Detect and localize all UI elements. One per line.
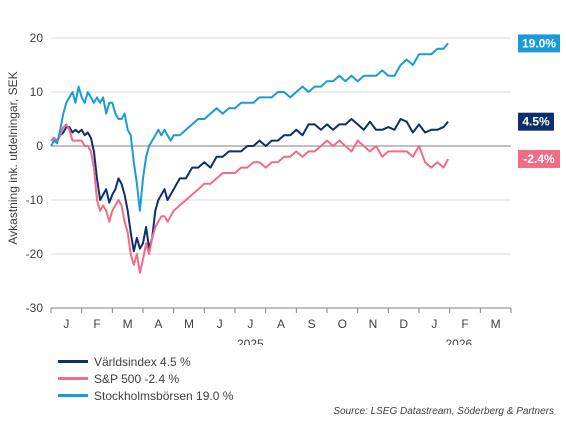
legend-swatch [58, 377, 88, 380]
legend-label: S&P 500 -2.4 % [94, 371, 180, 386]
x-tick-label: N [369, 317, 378, 331]
legend: Världsindex 4.5 % S&P 500 -2.4 % Stockho… [58, 353, 233, 404]
end-label-box [518, 149, 560, 168]
year-label: 2026 [446, 337, 473, 345]
end-label: -2.4% [523, 152, 555, 166]
legend-swatch [58, 360, 88, 363]
legend-label: Stockholmsbörsen 19.0 % [94, 388, 234, 403]
x-tick-label: M [491, 317, 501, 331]
x-tick-label: A [154, 317, 162, 331]
legend-item: S&P 500 -2.4 % [58, 370, 233, 387]
series-line [50, 118, 449, 253]
grid [51, 37, 511, 309]
y-tick-label: 0 [36, 139, 43, 153]
end-label: 4.5% [522, 115, 550, 129]
legend-item: Stockholmsbörsen 19.0 % [58, 387, 233, 404]
series-lines [50, 42, 449, 274]
y-tick-label: -10 [26, 193, 44, 207]
end-labels: 4.5% -2.4% 19.0% [518, 34, 560, 168]
legend-item: Världsindex 4.5 % [58, 353, 233, 370]
series-line [50, 42, 449, 212]
end-label-box [518, 34, 560, 53]
y-tick-label: 20 [30, 31, 44, 45]
legend-swatch [58, 394, 88, 397]
x-tick-label: M [123, 317, 133, 331]
x-tick-label: O [338, 317, 347, 331]
x-tick-label: S [308, 317, 316, 331]
year-label: 2025 [237, 337, 264, 345]
x-axis: J F M A M J J A S O N D J F M 2025 2026 [50, 307, 512, 345]
x-tick-label: M [184, 317, 194, 331]
chart: 20 10 0 -10 -20 -30 J F M A M J J A S O N D J F M 2025 2026 4… [6, 31, 560, 345]
x-tick-label: J [431, 317, 437, 331]
end-label-box [518, 112, 554, 131]
series-line [50, 123, 449, 274]
x-tick-label: J [247, 317, 253, 331]
end-label: 19.0% [522, 36, 556, 50]
y-tick-labels: 20 10 0 -10 -20 -30 [26, 31, 44, 315]
x-tick-label: F [93, 317, 100, 331]
x-tick-label: J [63, 317, 69, 331]
x-tick-label: F [461, 317, 468, 331]
x-tick-label: A [277, 317, 285, 331]
x-tick-label: D [399, 317, 408, 331]
x-tick-label: J [217, 317, 223, 331]
legend-label: Världsindex 4.5 % [94, 354, 191, 369]
y-axis-label: Avkastning ink. utdelningar, SEK [6, 71, 20, 244]
y-tick-label: -30 [26, 301, 44, 315]
y-tick-label: -20 [26, 247, 44, 261]
source-note: Source: LSEG Datastream, Söderberg & Par… [333, 406, 554, 417]
y-tick-label: 10 [30, 85, 44, 99]
